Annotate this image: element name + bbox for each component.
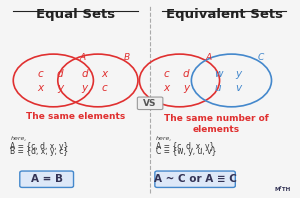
Text: The same number of
elements: The same number of elements [164,114,269,134]
Text: A ~ C or A ≡ C: A ~ C or A ≡ C [154,174,237,184]
Text: x: x [101,69,107,79]
Text: w: w [214,69,222,79]
Text: A = {c, d, x, y}: A = {c, d, x, y} [10,142,69,150]
Text: A: A [79,53,85,62]
Text: v: v [235,83,241,93]
Text: y: y [183,83,189,93]
Text: C: C [257,53,263,62]
Text: The same elements: The same elements [26,112,125,121]
Text: MᵀTH: MᵀTH [274,187,291,192]
Text: A = {c, d, x, y}: A = {c, d, x, y} [156,142,214,150]
Text: here,: here, [10,136,27,142]
FancyBboxPatch shape [137,97,163,109]
Text: Equivalent Sets: Equivalent Sets [166,8,283,21]
Text: A = B: A = B [31,174,63,184]
Text: d: d [183,69,189,79]
Text: y: y [235,69,241,79]
FancyBboxPatch shape [20,171,74,188]
Text: VS: VS [143,99,157,108]
Text: c: c [37,69,43,79]
Text: c: c [101,83,107,93]
Text: B = {d, x, y, c}: B = {d, x, y, c} [10,148,68,156]
Text: x: x [163,83,169,93]
Text: Equal Sets: Equal Sets [36,8,115,21]
Text: B: B [124,53,130,62]
Text: A: A [205,53,212,62]
FancyBboxPatch shape [155,171,235,188]
Text: d: d [81,69,88,79]
Text: y: y [81,83,88,93]
Text: c: c [163,69,169,79]
Text: C = {w, y, u, v}: C = {w, y, u, v} [156,148,216,156]
Text: d: d [57,69,63,79]
Text: here,: here, [156,136,172,142]
Text: u: u [215,83,221,93]
Text: y: y [57,83,63,93]
Text: x: x [37,83,43,93]
